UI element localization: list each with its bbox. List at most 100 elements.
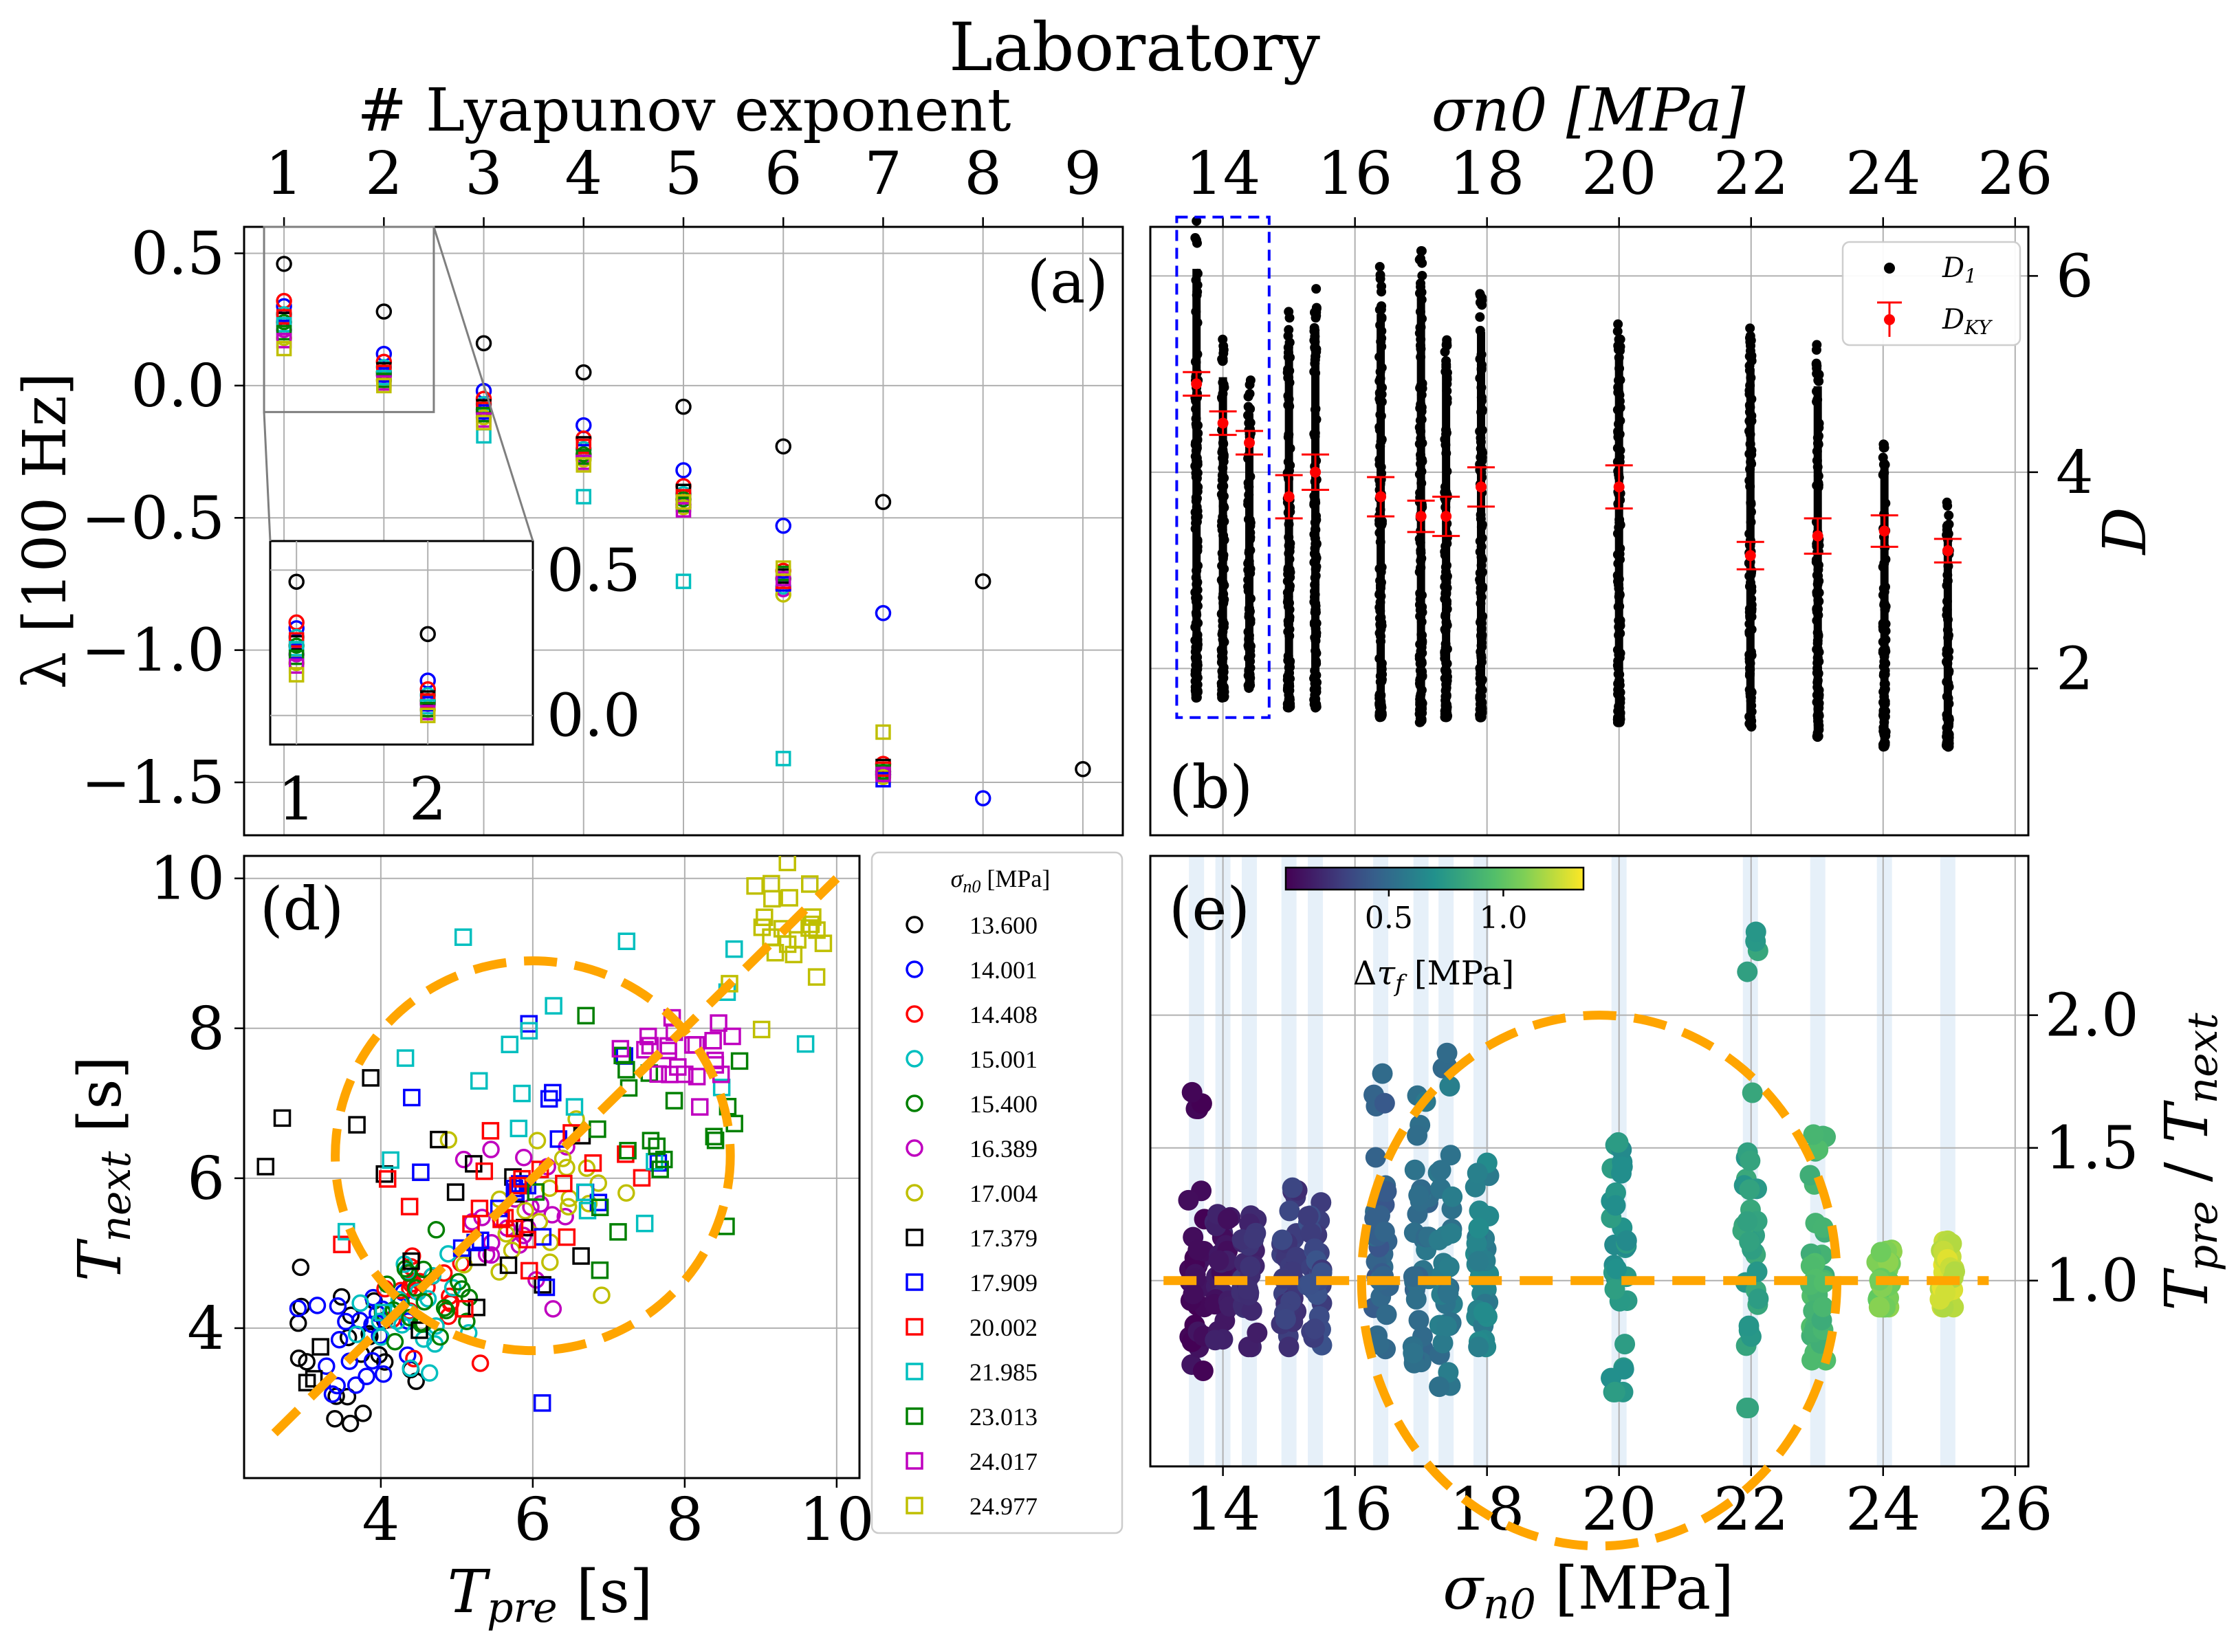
ratio-point	[1374, 1092, 1395, 1114]
legend-marker	[906, 916, 923, 934]
interval-point	[725, 940, 743, 958]
colorbar-label: Δτf [MPa]	[1353, 954, 1514, 998]
interval-point	[577, 1006, 595, 1025]
x-tick-label: 1	[265, 140, 303, 208]
y-axis-label-unit: [s]	[66, 1056, 135, 1152]
ratio-point	[1614, 1334, 1636, 1355]
x-tick-label: 24	[1845, 1475, 1920, 1544]
legend: σn0 [MPa]13.60014.00114.40815.00115.4001…	[870, 851, 1124, 1534]
x-axis-label-unit: [s]	[558, 1558, 653, 1627]
y-tick-label: 8	[187, 995, 225, 1064]
interval-point	[559, 1198, 578, 1216]
y-tick-label: 1.0	[2045, 1247, 2139, 1316]
d1-point	[1442, 338, 1452, 349]
y-axis-label: D	[2091, 507, 2160, 556]
ratio-point	[1403, 1343, 1424, 1364]
interval-point	[591, 1261, 609, 1279]
ratio-point	[1183, 1284, 1204, 1305]
y-axis-label-mid: /	[2153, 1143, 2222, 1201]
d1-point	[1417, 258, 1427, 268]
zoom-connector	[432, 226, 534, 542]
lyapunov-point	[675, 494, 692, 510]
interval-point	[452, 1239, 471, 1257]
dky-point	[1283, 491, 1295, 503]
inset-point	[288, 649, 305, 665]
dky-point	[1217, 417, 1229, 429]
x-tick-label: 6	[514, 1486, 552, 1554]
d1-point	[1812, 368, 1822, 379]
x-axis-label: Tpre [s]	[448, 1558, 653, 1632]
axes-frame	[1149, 855, 2030, 1468]
interval-point	[549, 1130, 568, 1148]
d1-point	[1309, 307, 1319, 318]
stress-band	[1308, 856, 1324, 1466]
interval-point	[534, 1276, 551, 1294]
interval-point	[515, 1148, 533, 1167]
interval-point	[362, 1069, 380, 1087]
interval-point	[348, 1116, 366, 1134]
ratio-point	[1372, 1063, 1393, 1084]
interval-point	[544, 1300, 562, 1318]
d1-point	[1745, 323, 1755, 333]
inset-point	[288, 573, 305, 590]
ratio-point	[1466, 1233, 1487, 1254]
ratio-point	[1282, 1177, 1303, 1198]
inset-frame	[269, 540, 534, 746]
interval-point	[533, 1394, 551, 1412]
interval-point	[347, 1376, 365, 1394]
interval-point	[410, 1321, 428, 1339]
d1-column	[1943, 521, 1952, 747]
lyapunov-point	[675, 398, 692, 415]
legend-label: 21.985	[969, 1358, 1038, 1386]
panel-label: (a)	[1027, 248, 1108, 317]
lyapunov-point	[775, 571, 791, 587]
lyapunov-point	[875, 724, 891, 740]
legend-marker	[906, 1363, 923, 1380]
lyapunov-point	[276, 340, 292, 357]
ratio-point	[1605, 1195, 1626, 1216]
interval-point	[558, 1158, 576, 1177]
ratio-point	[1240, 1256, 1261, 1277]
ratio-point	[1432, 1332, 1454, 1354]
interval-point	[420, 1364, 439, 1382]
figure-title: Laboratory	[949, 9, 1320, 86]
x-tick-label: 20	[1581, 140, 1656, 208]
interval-point	[318, 1357, 336, 1376]
ratio-point	[1604, 1381, 1625, 1402]
interval-point	[292, 1258, 310, 1277]
d1-point	[1218, 334, 1228, 344]
ratio-point	[1608, 1132, 1629, 1153]
interval-point	[520, 1022, 538, 1040]
colorbar-tick-label: 0.5	[1365, 901, 1413, 936]
inset-point	[288, 667, 305, 683]
interval-point	[659, 1037, 677, 1055]
interval-point	[499, 1256, 518, 1275]
ratio-point	[1205, 1330, 1226, 1351]
inset-point	[419, 626, 436, 643]
interval-point	[545, 997, 562, 1015]
y-axis-label: λ [100 Hz]	[11, 373, 80, 690]
interval-point	[796, 1035, 815, 1053]
interval-point	[430, 1130, 448, 1149]
ratio-point	[1606, 1258, 1627, 1279]
interval-point	[323, 1385, 342, 1403]
interval-point	[298, 1374, 316, 1391]
legend-label: 23.013	[969, 1403, 1038, 1431]
zoom-box	[263, 225, 435, 413]
x-tick-label: 20	[1581, 1475, 1656, 1544]
d1-point	[1417, 270, 1427, 280]
dky-point	[1812, 530, 1823, 542]
x-tick-label: 2	[365, 140, 403, 208]
interval-point	[396, 1049, 415, 1067]
x-tick-label: 16	[1317, 1475, 1392, 1544]
interval-point	[415, 1292, 433, 1311]
dky-point	[1310, 466, 1322, 478]
interval-point	[804, 908, 822, 926]
interval-point	[475, 1162, 494, 1180]
legend-label: 24.017	[969, 1448, 1038, 1475]
interval-point	[520, 1262, 538, 1280]
d1-column	[1813, 386, 1822, 738]
interval-point	[730, 1052, 749, 1070]
interval-point	[723, 1027, 741, 1046]
